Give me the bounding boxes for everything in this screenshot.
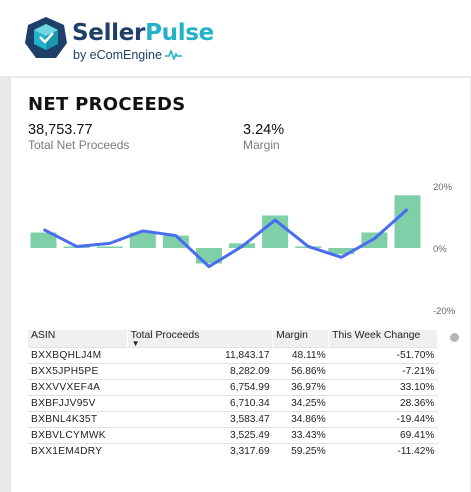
table-header-row: ASIN Total Proceeds ▼ Margin This Week Ch… bbox=[28, 330, 438, 348]
column-header-this-week-change[interactable]: This Week Change bbox=[328, 330, 438, 348]
column-header-total-proceeds-label: Total Proceeds bbox=[130, 330, 200, 341]
margin-cell: 48.11% bbox=[272, 347, 329, 364]
table-row[interactable]: BXBVLCYMWK 3,525.49 33.43% 69.41% bbox=[28, 427, 438, 444]
this-week-change-cell: 69.41% bbox=[328, 427, 438, 444]
report-title: NET PROCEEDS bbox=[28, 94, 186, 115]
total-net-proceeds-label: Total Net Proceeds bbox=[28, 138, 130, 152]
chart-bar bbox=[30, 232, 57, 248]
margin-cell: 36.97% bbox=[272, 379, 329, 396]
this-week-change-cell: -11.42% bbox=[328, 443, 438, 460]
margin-cell: 56.86% bbox=[272, 363, 329, 380]
asin-cell: BXBNL4K35T bbox=[28, 411, 128, 428]
net-proceeds-card: NET PROCEEDS 38,753.77 Total Net Proceed… bbox=[11, 78, 470, 492]
total-net-proceeds-value: 38,753.77 bbox=[28, 122, 93, 138]
total-proceeds-cell: 6,754.99 bbox=[127, 379, 273, 396]
total-proceeds-cell: 6,710.34 bbox=[127, 395, 273, 412]
margin-label: Margin bbox=[243, 138, 280, 152]
proceeds-trend-chart: 20% 0% -20% bbox=[30, 182, 456, 317]
column-header-total-proceeds[interactable]: Total Proceeds ▼ bbox=[127, 330, 274, 348]
brand-name-part1: Seller bbox=[72, 20, 146, 46]
byline-text: by eComEngine bbox=[73, 48, 162, 62]
this-week-change-cell: -19.44% bbox=[328, 411, 438, 428]
chart-bar bbox=[96, 246, 123, 248]
total-proceeds-cell: 3,583.47 bbox=[127, 411, 273, 428]
table-row[interactable]: BXX1EM4DRY 3,317.69 59.25% -11.42% bbox=[28, 443, 438, 460]
this-week-change-cell: -51.70% bbox=[328, 347, 438, 364]
asin-cell: BXXVVXEF4A bbox=[28, 379, 128, 396]
asin-cell: BXBFJJV95V bbox=[28, 395, 128, 412]
chart-bar bbox=[328, 248, 355, 255]
column-header-asin[interactable]: ASIN bbox=[28, 330, 128, 348]
scroll-indicator[interactable] bbox=[450, 333, 459, 342]
margin-cell: 59.25% bbox=[272, 443, 329, 460]
y-tick-label: -20% bbox=[433, 306, 456, 317]
total-proceeds-cell: 3,317.69 bbox=[127, 443, 273, 460]
table-row[interactable]: BXBFJJV95V 6,710.34 34.25% 28.36% bbox=[28, 395, 438, 412]
brand-name: SellerPulse bbox=[72, 20, 214, 46]
app-header: SellerPulse by eComEngine bbox=[0, 0, 471, 76]
total-proceeds-cell: 3,525.49 bbox=[127, 427, 273, 444]
cube-badge-icon bbox=[25, 17, 67, 58]
asin-cell: BXX5JPH5PE bbox=[28, 363, 128, 380]
chart-bar bbox=[129, 232, 156, 248]
sort-descending-icon: ▼ bbox=[131, 339, 140, 348]
chart-bar bbox=[162, 235, 189, 248]
margin-value: 3.24% bbox=[243, 122, 285, 138]
asin-table-container: ASIN Total Proceeds ▼ Margin This Week Ch… bbox=[28, 330, 438, 460]
y-tick-label: 20% bbox=[433, 182, 453, 193]
this-week-change-cell: 33.10% bbox=[328, 379, 438, 396]
this-week-change-cell: 28.36% bbox=[328, 395, 438, 412]
heartbeat-icon bbox=[164, 50, 182, 60]
total-proceeds-cell: 11,843.17 bbox=[127, 347, 273, 364]
asin-cell: BXXBQHLJ4M bbox=[28, 347, 128, 364]
table-row[interactable]: BXXBQHLJ4M 11,843.17 48.11% -51.70% bbox=[28, 347, 438, 364]
total-proceeds-cell: 8,282.09 bbox=[127, 363, 273, 380]
margin-cell: 33.43% bbox=[272, 427, 329, 444]
margin-cell: 34.86% bbox=[272, 411, 329, 428]
margin-cell: 34.25% bbox=[272, 395, 329, 412]
asin-cell: BXBVLCYMWK bbox=[28, 427, 128, 444]
brand-name-part2: Pulse bbox=[145, 20, 214, 46]
asin-cell: BXX1EM4DRY bbox=[28, 443, 128, 460]
table-row[interactable]: BXBNL4K35T 3,583.47 34.86% -19.44% bbox=[28, 411, 438, 428]
table-row[interactable]: BXX5JPH5PE 8,282.09 56.86% -7.21% bbox=[28, 363, 438, 380]
column-header-margin[interactable]: Margin bbox=[272, 330, 330, 348]
brand-byline: by eComEngine bbox=[73, 48, 182, 62]
asin-table: ASIN Total Proceeds ▼ Margin This Week Ch… bbox=[28, 330, 438, 460]
y-tick-label: 0% bbox=[433, 244, 447, 255]
this-week-change-cell: -7.21% bbox=[328, 363, 438, 380]
chart-line bbox=[42, 208, 409, 269]
chart-bar bbox=[394, 195, 421, 248]
table-row[interactable]: BXXVVXEF4A 6,754.99 36.97% 33.10% bbox=[28, 379, 438, 396]
